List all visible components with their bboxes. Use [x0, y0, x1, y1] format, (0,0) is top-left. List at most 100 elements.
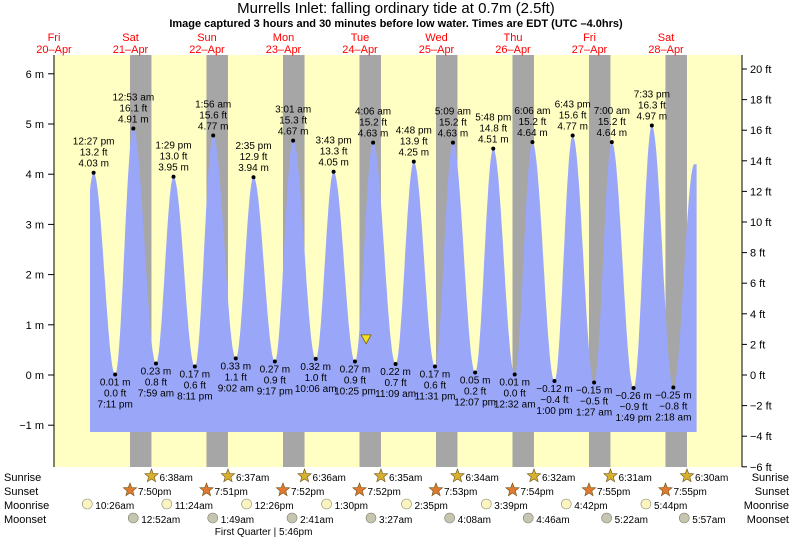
moonset-icon [207, 512, 219, 524]
axes: −1 m 0 m 1 m 2 m 3 m 4 m 5 m 6 m −6 ft −4 ft −2 ft… [19, 55, 772, 474]
high-tide-m: 4.51 m [478, 135, 509, 146]
low-tide-ft: 0.2 ft [464, 386, 486, 397]
low-tide-ft: 0.9 ft [344, 375, 366, 386]
sunset-time: 7:50pm [138, 487, 171, 498]
low-tide-time: 12:07 pm [454, 397, 496, 408]
high-tide-dot [331, 169, 336, 174]
moonrise-time: 3:39pm [494, 501, 527, 512]
high-tide-m: 4.77 m [557, 122, 588, 133]
high-tide-dot [411, 159, 416, 164]
moonset-time: 2:41am [300, 515, 333, 526]
high-tide-time: 4:48 pm [396, 126, 432, 137]
sunset-icon [122, 482, 138, 497]
current-level-marker [360, 334, 372, 345]
high-tide-m: 4.05 m [318, 158, 349, 169]
left-tick-label: 3 m [26, 219, 44, 231]
right-tick-label: 18 ft [750, 95, 771, 107]
high-tide-ft: 15.2 ft [598, 117, 626, 128]
date-label: 20–Apr [36, 44, 72, 56]
moonrise-icon [640, 498, 652, 510]
low-tide-dot [192, 364, 197, 369]
date-label: 26–Apr [495, 44, 531, 56]
low-tide-ft: −0.5 ft [580, 397, 608, 408]
moonrise-time: 4:42pm [574, 501, 607, 512]
moonrise-time: 11:24am [175, 501, 213, 512]
low-tide-dot [552, 379, 557, 384]
low-tide-m: −0.15 m [576, 386, 612, 397]
low-tide-dot [113, 372, 118, 377]
low-tide-time: 9:17 pm [257, 386, 293, 397]
low-tide-dot [512, 372, 517, 377]
low-tide-dot [432, 364, 437, 369]
low-tide-m: −0.25 m [655, 391, 691, 402]
astro-rows: 6:38am 6:37am 6:36am 6:35am 6:34am 6:32am 6:31… [81, 468, 728, 538]
sunset-icon [581, 482, 597, 497]
sunrise-icon [220, 468, 236, 483]
tide-curve [90, 125, 697, 432]
high-tide-dot [171, 174, 176, 179]
high-tide-m: 3.94 m [238, 163, 269, 174]
low-tide-m: 0.33 m [220, 361, 251, 372]
left-tick-label: 4 m [26, 169, 44, 181]
sunrise-time: 6:31am [618, 473, 651, 484]
low-tide-time: 9:02 am [218, 383, 254, 394]
moonrise-icon [241, 498, 252, 510]
left-tick-label: 2 m [26, 270, 44, 282]
moonset-time: 12:52am [141, 515, 180, 526]
high-tide-ft: 15.2 ft [359, 118, 387, 129]
sunset-icon [657, 482, 673, 497]
right-tick-label: 4 ft [750, 309, 765, 321]
sunset-time: 7:55pm [673, 487, 706, 498]
high-tide-dot [131, 126, 136, 131]
day-of-week: Wed [425, 32, 447, 44]
high-tide-m: 4.25 m [398, 148, 429, 159]
moonrise-icon [401, 498, 412, 510]
high-tide-time: 5:09 am [435, 107, 471, 118]
sunset-time: 7:53pm [444, 487, 477, 498]
high-tide-dot [291, 138, 296, 143]
moonrise-icon [321, 498, 332, 510]
high-tide-ft: 15.2 ft [439, 118, 467, 129]
day-of-week: Thu [504, 32, 523, 44]
moonrise-icon [81, 498, 93, 510]
day-of-week: Fri [48, 32, 61, 44]
high-tide-dot [91, 170, 96, 175]
right-tick-label: −2 ft [750, 401, 772, 413]
low-tide-dot [592, 380, 597, 385]
low-tide-time: 2:18 am [655, 413, 691, 424]
low-tide-ft: 0.0 ft [504, 388, 526, 399]
sunrise-icon [526, 468, 542, 483]
moonset-icon [127, 512, 139, 524]
day-of-week: Sun [197, 32, 217, 44]
sunrise-time: 6:34am [465, 473, 498, 484]
moonset-time: 3:27am [379, 515, 412, 526]
moonset-icon [522, 512, 534, 524]
right-tick-label: 10 ft [750, 217, 771, 229]
sunrise-time: 6:37am [236, 473, 269, 484]
high-tide-time: 3:43 pm [316, 136, 352, 147]
right-tick-label: 6 ft [750, 278, 765, 290]
moonset-time: 5:57am [692, 515, 725, 526]
right-tick-label: −4 ft [750, 431, 772, 443]
low-tide-time: 8:11 pm [177, 391, 212, 402]
sunrise-time: 6:35am [389, 473, 422, 484]
left-tick-label: 6 m [26, 69, 44, 81]
low-tide-dot [473, 370, 478, 375]
sunrise-icon [373, 468, 389, 483]
high-tide-dot [371, 140, 376, 145]
left-tick-label: 0 m [26, 370, 44, 382]
high-tide-time: 2:35 pm [235, 141, 271, 152]
high-tide-time: 12:27 pm [73, 137, 115, 148]
sunset-time: 7:54pm [520, 487, 553, 498]
tide-labels: Fri20–AprSat21–AprSun22–AprMon23–AprTue2… [36, 32, 691, 424]
high-tide-m: 4.77 m [198, 122, 229, 133]
low-tide-dot [631, 386, 636, 391]
low-tide-m: 0.23 m [141, 366, 172, 377]
low-tide-dot [313, 356, 318, 361]
day-of-week: Fri [583, 32, 596, 44]
right-tick-label: 8 ft [750, 248, 765, 260]
low-tide-ft: −0.9 ft [620, 402, 648, 413]
sunset-icon [428, 482, 444, 497]
high-tide-time: 3:01 am [275, 105, 311, 116]
low-tide-m: 0.17 m [180, 369, 211, 380]
